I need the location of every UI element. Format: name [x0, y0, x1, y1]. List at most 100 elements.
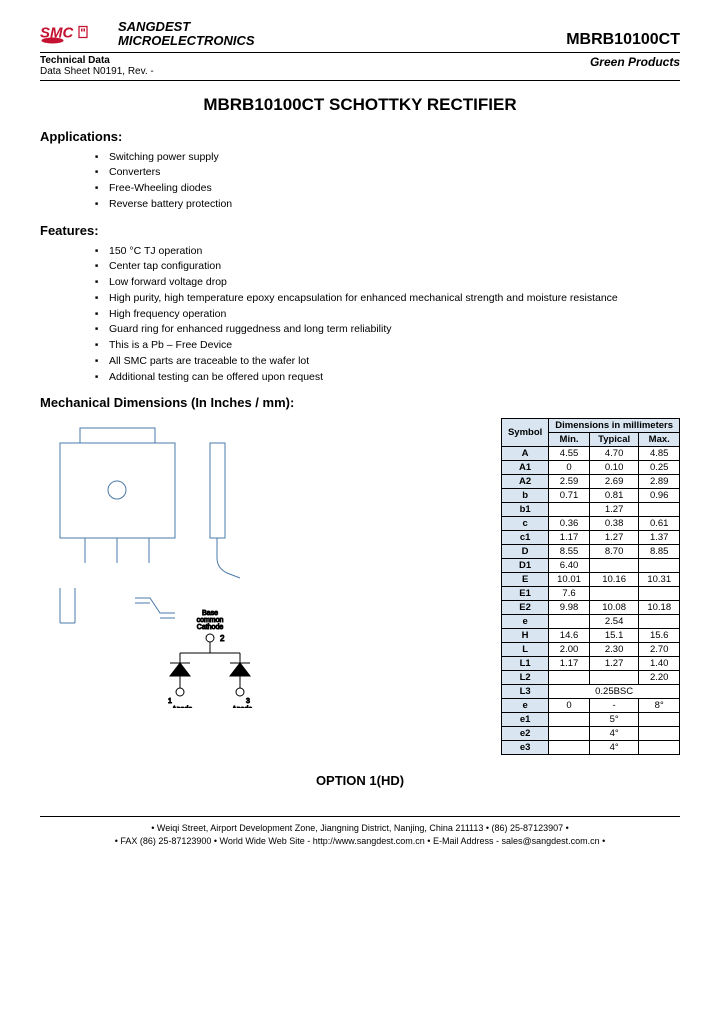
cell-min: 1.17: [549, 657, 590, 671]
th-max: Max.: [639, 433, 680, 447]
green-products: Green Products: [590, 55, 680, 77]
cell-symbol: L: [501, 643, 548, 657]
cell-typ: 2.69: [589, 475, 639, 489]
cell-max: [639, 587, 680, 601]
th-min: Min.: [549, 433, 590, 447]
cell-min: 1.17: [549, 531, 590, 545]
cell-max: [639, 503, 680, 517]
cell-symbol: e: [501, 699, 548, 713]
cell-symbol: e2: [501, 727, 548, 741]
table-row: e0-8°: [501, 699, 679, 713]
cell-max: 10.18: [639, 601, 680, 615]
svg-text:Anode: Anode: [232, 706, 252, 708]
cell-typ: 0.38: [589, 517, 639, 531]
svg-text:3: 3: [246, 698, 250, 705]
cell-symbol: L3: [501, 685, 548, 699]
table-row: e 2.54: [501, 615, 679, 629]
list-item: Center tap configuration: [95, 259, 680, 275]
cell-typ: 2.54: [589, 615, 639, 629]
footer: • Weiqi Street, Airport Development Zone…: [40, 816, 680, 847]
cell-max: 0.96: [639, 489, 680, 503]
cell-typ: 0.81: [589, 489, 639, 503]
table-row: L30.25BSC: [501, 685, 679, 699]
table-row: c11.171.271.37: [501, 531, 679, 545]
mech-section: Base common Cathode 2 1 Anode: [40, 418, 680, 755]
cell-typ: 2.30: [589, 643, 639, 657]
cell-min: 2.59: [549, 475, 590, 489]
svg-text:SMC: SMC: [40, 25, 75, 42]
svg-text:Anode: Anode: [172, 706, 192, 708]
cell-min: [549, 671, 590, 685]
svg-text:Base: Base: [202, 610, 218, 617]
cell-min: [549, 503, 590, 517]
list-item: Reverse battery protection: [95, 197, 680, 213]
datasheet-rev: Data Sheet N0191, Rev. -: [40, 66, 154, 77]
svg-text:Cathode: Cathode: [197, 624, 224, 631]
mech-heading: Mechanical Dimensions (In Inches / mm):: [40, 395, 680, 410]
cell-min: [549, 727, 590, 741]
cell-min: [549, 615, 590, 629]
table-row: b11.27: [501, 503, 679, 517]
cell-symbol: L1: [501, 657, 548, 671]
cell-symbol: D1: [501, 559, 548, 573]
list-item: All SMC parts are traceable to the wafer…: [95, 354, 680, 370]
cell-max: 0.25: [639, 461, 680, 475]
th-symbol: Symbol: [501, 419, 548, 447]
cell-typ: 10.08: [589, 601, 639, 615]
cell-typ: 4.70: [589, 447, 639, 461]
svg-text:1: 1: [168, 698, 172, 705]
cell-typ: 10.16: [589, 573, 639, 587]
footer-line1: • Weiqi Street, Airport Development Zone…: [40, 822, 680, 835]
cell-max: 1.37: [639, 531, 680, 545]
cell-symbol: e: [501, 615, 548, 629]
table-row: c0.360.380.61: [501, 517, 679, 531]
cell-min: 8.55: [549, 545, 590, 559]
list-item: Free-Wheeling diodes: [95, 181, 680, 197]
cell-symbol: e3: [501, 741, 548, 755]
cell-min: 4.55: [549, 447, 590, 461]
table-row: b0.710.810.96: [501, 489, 679, 503]
table-row: L11.171.271.40: [501, 657, 679, 671]
list-item: Guard ring for enhanced ruggedness and l…: [95, 322, 680, 338]
cell-min: 0.36: [549, 517, 590, 531]
cell-typ: [589, 671, 639, 685]
cell-typ: 4°: [589, 741, 639, 755]
table-row: E17.6: [501, 587, 679, 601]
svg-text:2: 2: [220, 634, 225, 643]
cell-max: 15.6: [639, 629, 680, 643]
table-row: H14.615.115.6: [501, 629, 679, 643]
cell-max: 8°: [639, 699, 680, 713]
cell-min: 0: [549, 699, 590, 713]
mechanical-drawing: Base common Cathode 2 1 Anode: [40, 418, 486, 711]
cell-typ: 4°: [589, 727, 639, 741]
cell-min: 6.40: [549, 559, 590, 573]
cell-min: 9.98: [549, 601, 590, 615]
table-row: L2.002.302.70: [501, 643, 679, 657]
table-row: e3 4°: [501, 741, 679, 755]
cell-min: 10.01: [549, 573, 590, 587]
header-top: SMC SANGDEST MICROELECTRONICS MBRB10100C…: [40, 20, 680, 53]
list-item: Low forward voltage drop: [95, 275, 680, 291]
list-item: Switching power supply: [95, 150, 680, 166]
cell-max: 2.89: [639, 475, 680, 489]
footer-line2: • FAX (86) 25-87123900 • World Wide Web …: [40, 835, 680, 848]
cell-min: 0: [549, 461, 590, 475]
company-line1: SANGDEST: [118, 20, 255, 34]
cell-max: 0.61: [639, 517, 680, 531]
features-heading: Features:: [40, 223, 680, 238]
cell-max: 1.40: [639, 657, 680, 671]
dimensions-table: Symbol Dimensions in millimeters Min. Ty…: [501, 418, 680, 755]
cell-typ: [589, 559, 639, 573]
option-label: OPTION 1(HD): [40, 773, 680, 788]
cell-min: 14.6: [549, 629, 590, 643]
cell-symbol: A: [501, 447, 548, 461]
tech-data-block: Technical Data Data Sheet N0191, Rev. -: [40, 55, 154, 77]
logo-block: SMC SANGDEST MICROELECTRONICS: [40, 20, 255, 49]
cell-max: 10.31: [639, 573, 680, 587]
cell-symbol: b1: [501, 503, 548, 517]
cell-symbol: H: [501, 629, 548, 643]
cell-symbol: c: [501, 517, 548, 531]
cell-max: 2.20: [639, 671, 680, 685]
list-item: This is a Pb – Free Device: [95, 338, 680, 354]
cell-typ: 1.27: [589, 531, 639, 545]
